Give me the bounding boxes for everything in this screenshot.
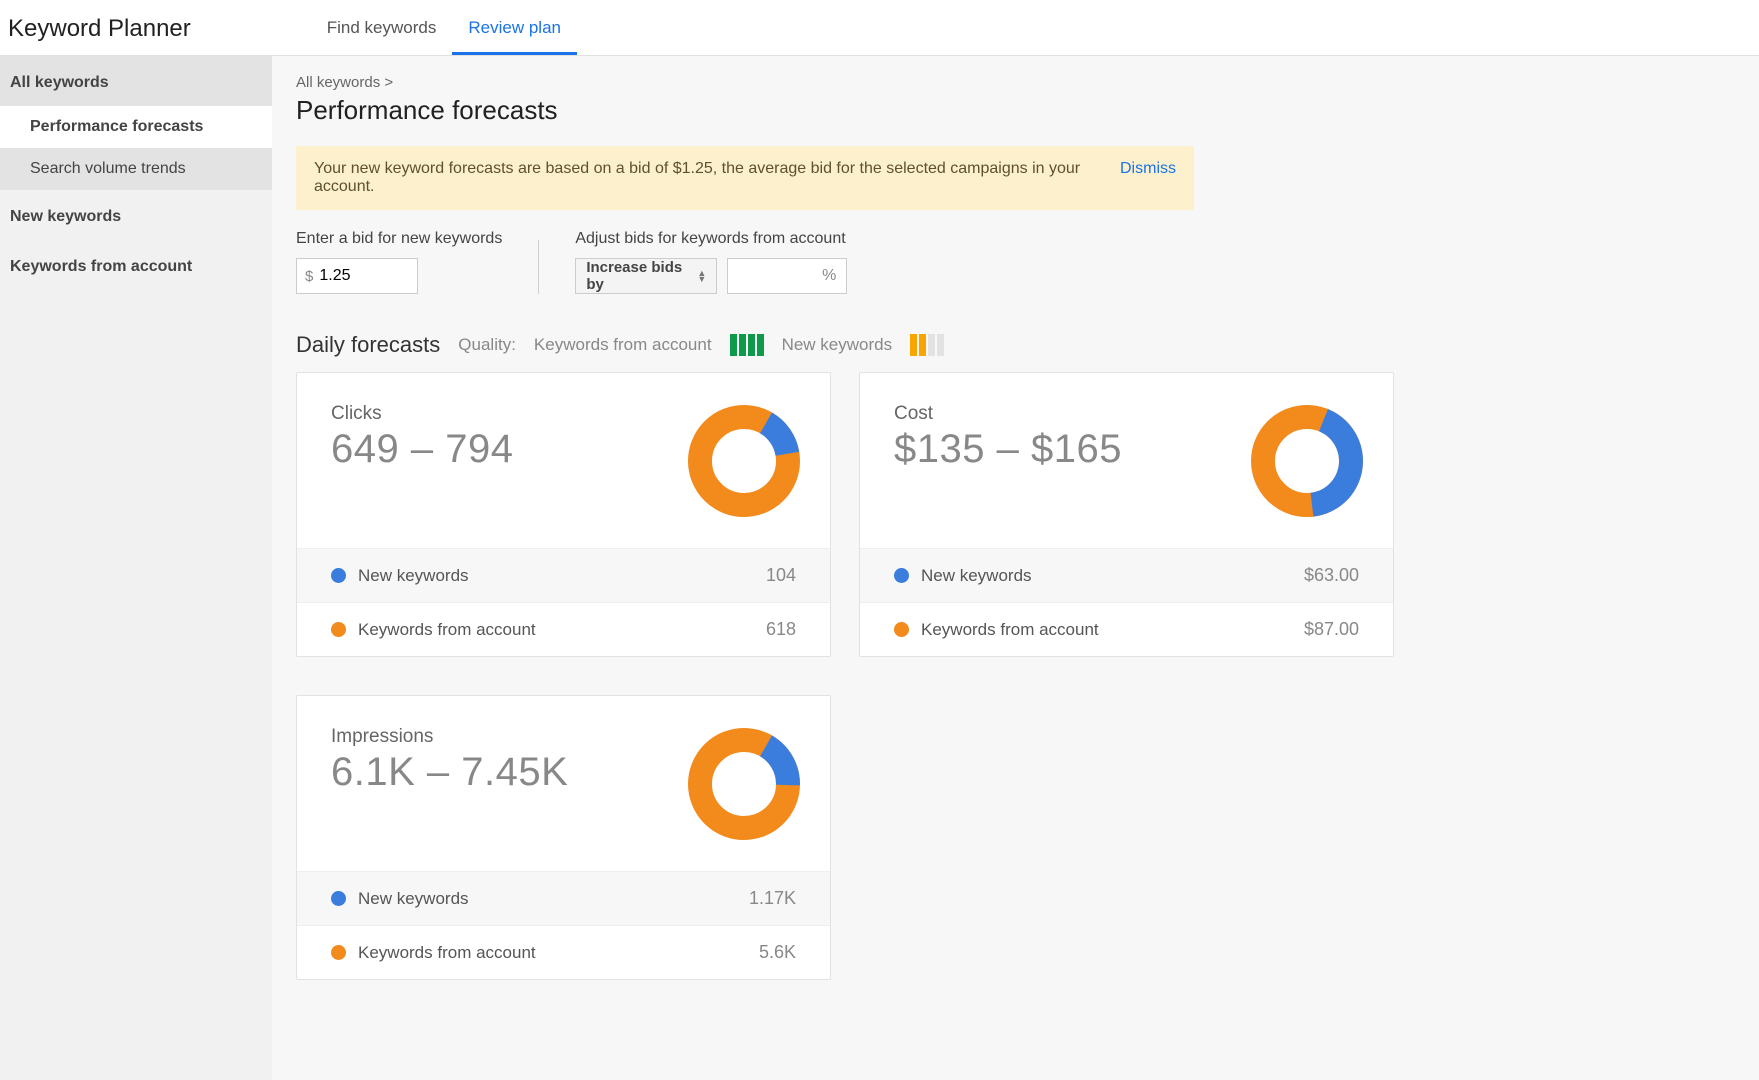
sidebar-group-header[interactable]: All keywords	[0, 56, 272, 106]
quality-bars-1	[910, 334, 944, 356]
adjust-bid-pct-input[interactable]: %	[727, 258, 847, 294]
card-detail-row: New keywords 104	[297, 548, 830, 602]
sidebar-item-new-keywords[interactable]: New keywords	[0, 190, 272, 240]
detail-label: Keywords from account	[358, 943, 536, 963]
metric-value: 649 – 794	[331, 427, 513, 472]
detail-value: 618	[766, 619, 796, 640]
card-detail-row: Keywords from account 618	[297, 602, 830, 656]
card-detail-row: New keywords 1.17K	[297, 871, 830, 925]
quality-label: Quality:	[458, 335, 516, 355]
page-title: Performance forecasts	[296, 95, 1396, 126]
detail-label: New keywords	[358, 566, 469, 586]
detail-value: 5.6K	[759, 942, 796, 963]
detail-label: New keywords	[921, 566, 1032, 586]
bid-input-field[interactable]	[319, 267, 399, 285]
notice-banner: Your new keyword forecasts are based on …	[296, 146, 1194, 210]
notice-text: Your new keyword forecasts are based on …	[314, 160, 1120, 196]
quality-legend-0-label: Keywords from account	[534, 335, 712, 355]
breadcrumb[interactable]: All keywords >	[296, 74, 1396, 91]
quality-legend-1-label: New keywords	[782, 335, 893, 355]
app-title: Keyword Planner	[8, 15, 191, 55]
daily-forecasts-header: Daily forecasts Quality: Keywords from a…	[296, 332, 1396, 358]
detail-label: Keywords from account	[358, 620, 536, 640]
tab-review-plan[interactable]: Review plan	[452, 0, 577, 55]
header: Keyword Planner Find keywords Review pla…	[0, 0, 1759, 56]
detail-label: Keywords from account	[921, 620, 1099, 640]
card-cost: Cost $135 – $165 New keywords $63.00 Key…	[859, 372, 1394, 657]
notice-dismiss-link[interactable]: Dismiss	[1120, 160, 1176, 196]
legend-dot-icon	[331, 622, 346, 637]
currency-symbol: $	[305, 268, 313, 285]
detail-value: 104	[766, 565, 796, 586]
tabs: Find keywords Review plan	[311, 0, 577, 55]
adjust-bid-select-label: Increase bids by	[586, 259, 697, 293]
donut-chart	[686, 403, 802, 524]
donut-chart	[686, 726, 802, 847]
enter-bid-label: Enter a bid for new keywords	[296, 230, 502, 248]
legend-dot-icon	[331, 568, 346, 583]
sidebar-item-keywords-from-account[interactable]: Keywords from account	[0, 240, 272, 290]
bid-input[interactable]: $	[296, 258, 418, 294]
card-detail-row: Keywords from account $87.00	[860, 602, 1393, 656]
sort-icon: ▲▼	[697, 270, 706, 282]
detail-value: $63.00	[1304, 565, 1359, 586]
detail-value: $87.00	[1304, 619, 1359, 640]
quality-bars-0	[730, 334, 764, 356]
bid-row: Enter a bid for new keywords $ Adjust bi…	[296, 230, 1396, 294]
sidebar-group-all-keywords: All keywords Performance forecasts Searc…	[0, 56, 272, 190]
donut-chart	[1249, 403, 1365, 524]
metric-name: Cost	[894, 403, 1122, 425]
section-title: Daily forecasts	[296, 332, 440, 358]
main: All keywords > Performance forecasts You…	[272, 56, 1759, 1080]
legend-dot-icon	[331, 945, 346, 960]
detail-label: New keywords	[358, 889, 469, 909]
card-detail-row: New keywords $63.00	[860, 548, 1393, 602]
tab-find-keywords[interactable]: Find keywords	[311, 0, 453, 55]
legend-dot-icon	[894, 568, 909, 583]
metric-value: $135 – $165	[894, 427, 1122, 472]
metric-name: Clicks	[331, 403, 513, 425]
metric-value: 6.1K – 7.45K	[331, 750, 568, 795]
legend-dot-icon	[894, 622, 909, 637]
metric-name: Impressions	[331, 726, 568, 748]
legend-dot-icon	[331, 891, 346, 906]
sidebar-item-performance-forecasts[interactable]: Performance forecasts	[0, 106, 272, 148]
detail-value: 1.17K	[749, 888, 796, 909]
divider	[538, 240, 539, 294]
pct-suffix: %	[822, 267, 836, 285]
sidebar: All keywords Performance forecasts Searc…	[0, 56, 272, 1080]
sidebar-item-search-volume-trends[interactable]: Search volume trends	[0, 148, 272, 190]
card-detail-row: Keywords from account 5.6K	[297, 925, 830, 979]
adjust-bid-label: Adjust bids for keywords from account	[575, 230, 847, 248]
card-impressions: Impressions 6.1K – 7.45K New keywords 1.…	[296, 695, 831, 980]
card-clicks: Clicks 649 – 794 New keywords 104 Keywor…	[296, 372, 831, 657]
adjust-bid-select[interactable]: Increase bids by ▲▼	[575, 258, 717, 294]
